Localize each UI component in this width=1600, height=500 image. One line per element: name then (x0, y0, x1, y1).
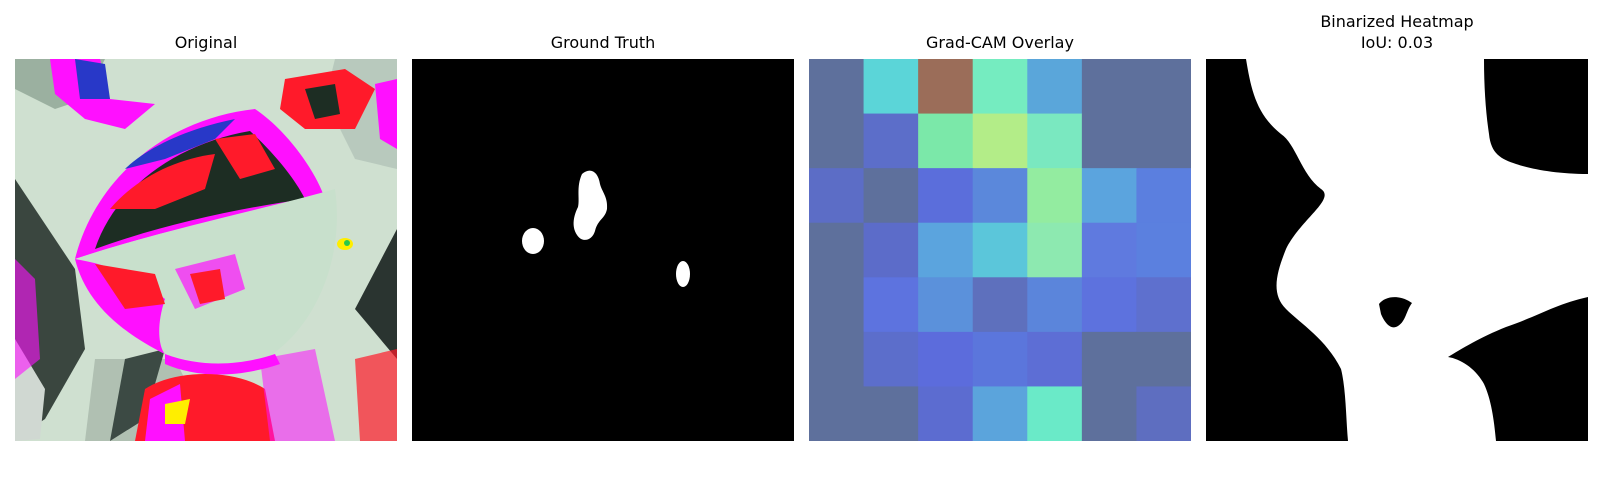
heatmap-cell (972, 113, 1028, 169)
panel-original: Original (15, 0, 397, 500)
heatmap-cell (1081, 168, 1138, 224)
heatmap-cell (918, 222, 974, 278)
panel-title: Binarized Heatmap (1320, 12, 1474, 31)
binary-image (1206, 59, 1588, 441)
heatmap-cell (1136, 277, 1191, 333)
heatmap-cell (1136, 386, 1191, 441)
heatmap-cell (972, 386, 1028, 441)
heatmap-cell (918, 113, 974, 169)
mask-image (412, 59, 794, 441)
heatmap-cell (1136, 113, 1191, 169)
heatmap-cell (972, 168, 1028, 224)
panel-binarized-heatmap: Binarized Heatmap IoU: 0.03 (1206, 0, 1588, 500)
panel-title: Ground Truth (550, 33, 656, 52)
heatmap-cell (863, 113, 919, 169)
panel-title: Grad-CAM Overlay (926, 33, 1074, 52)
heatmap-cell (863, 386, 919, 441)
heatmap-cell (972, 59, 1028, 115)
panel-title: Original (174, 33, 238, 52)
iou-score: IoU: 0.03 (1360, 33, 1434, 52)
heatmap-cell (809, 331, 865, 388)
heatmap-cell (1027, 331, 1083, 388)
heatmap-cell (1081, 277, 1138, 333)
heatmap-grid (809, 59, 1191, 441)
heatmap-cell (1136, 168, 1191, 224)
original-image (15, 59, 397, 441)
panel-gradcam-overlay: Grad-CAM Overlay (809, 0, 1191, 500)
heatmap-cell (1081, 386, 1138, 441)
heatmap-cell (809, 277, 865, 333)
heatmap-cell (809, 113, 865, 169)
ground-truth-mask (412, 59, 794, 441)
heatmap-cell (863, 222, 919, 278)
heatmap-cell (809, 168, 865, 224)
heatmap-cell (1027, 222, 1083, 278)
panel-ground-truth: Ground Truth (412, 0, 794, 500)
heatmap-cell (918, 386, 974, 441)
heatmap-cell (863, 168, 919, 224)
heatmap-cell (1027, 386, 1083, 441)
heatmap-cell (863, 331, 919, 388)
heatmap-cell (1136, 331, 1191, 388)
heatmap-cell (809, 59, 865, 115)
heatmap-cell (809, 386, 865, 441)
heatmap-cell (863, 59, 919, 115)
heatmap-cell (1027, 113, 1083, 169)
heatmap-cell (1081, 331, 1138, 388)
heatmap-cell (1027, 277, 1083, 333)
heatmap-cell (972, 331, 1028, 388)
heatmap-cell (863, 277, 919, 333)
heatmap-cell (918, 277, 974, 333)
heatmap-cell (1136, 222, 1191, 278)
heatmap-cell (918, 331, 974, 388)
binarized-mask (1206, 59, 1588, 441)
heatmap-cell (1027, 168, 1083, 224)
heatmap-cell (1081, 59, 1138, 115)
heatmap-cell (1081, 113, 1138, 169)
heatmap-cell (918, 168, 974, 224)
heatmap-cell (918, 59, 974, 115)
heatmap-cell (1081, 222, 1138, 278)
heatmap-cell (1136, 59, 1191, 115)
leaf-photo (15, 59, 397, 441)
heatmap-cell (1027, 59, 1083, 115)
gradcam-heatmap (809, 59, 1191, 441)
heatmap-cell (809, 222, 865, 278)
heatmap-cell (972, 222, 1028, 278)
heatmap-cell (972, 277, 1028, 333)
